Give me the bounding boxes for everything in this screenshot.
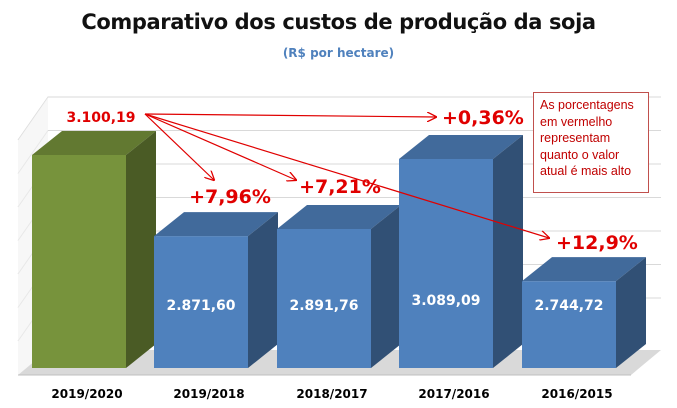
bar-top-2019/2018 [154,212,278,237]
x-tick-label: 2018/2017 [296,387,367,401]
bar-top-2018/2017 [277,204,401,229]
annotation-arrow [144,113,549,238]
bar-top-2019/2020 [32,131,156,155]
percent-label: +12,9% [556,232,638,254]
annotation-arrow [144,113,296,180]
chart-title: Comparativo dos custos de produção da so… [81,10,596,34]
bar-side-2019/2018 [248,212,278,368]
bar-2019/2018 [154,236,248,368]
value-label: 2.891,76 [289,298,358,314]
bar-2017/2016 [399,158,493,368]
annotation-arrow [144,114,436,117]
bars [32,131,646,368]
value-label: 2.871,60 [166,298,235,314]
bar-top-2017/2016 [399,134,523,159]
annotation-arrows [144,113,549,238]
percent-label: +7,21% [299,176,381,198]
percent-label: +7,96% [189,186,271,208]
annotation-arrow [144,113,214,180]
bar-side-2019/2020 [126,131,156,368]
bar-top-2016/2015 [522,257,646,282]
bar-side-2017/2016 [493,134,523,368]
bar-side-2018/2017 [371,204,401,368]
x-tick-label: 2019/2018 [173,387,244,401]
value-label: 2.744,72 [534,298,603,314]
chart-subtitle: (R$ por hectare) [282,46,395,60]
bar-side-2016/2015 [616,257,646,368]
x-tick-label: 2016/2015 [541,387,612,401]
x-tick-label: 2017/2016 [418,387,489,401]
labels: 2019/2020 3.100,19 2019/2018 2.871,60 2018/2… [51,107,637,401]
bar-2016/2015 [522,281,616,368]
value-label-current: 3.100,19 [66,110,135,126]
percent-label: +0,36% [442,107,524,129]
note-box: As porcentagens em vermelho representam … [533,92,649,193]
bar-2019/2020 [32,155,126,368]
bar-2018/2017 [277,228,371,368]
x-tick-label: 2019/2020 [51,387,122,401]
value-label: 3.089,09 [411,293,480,309]
